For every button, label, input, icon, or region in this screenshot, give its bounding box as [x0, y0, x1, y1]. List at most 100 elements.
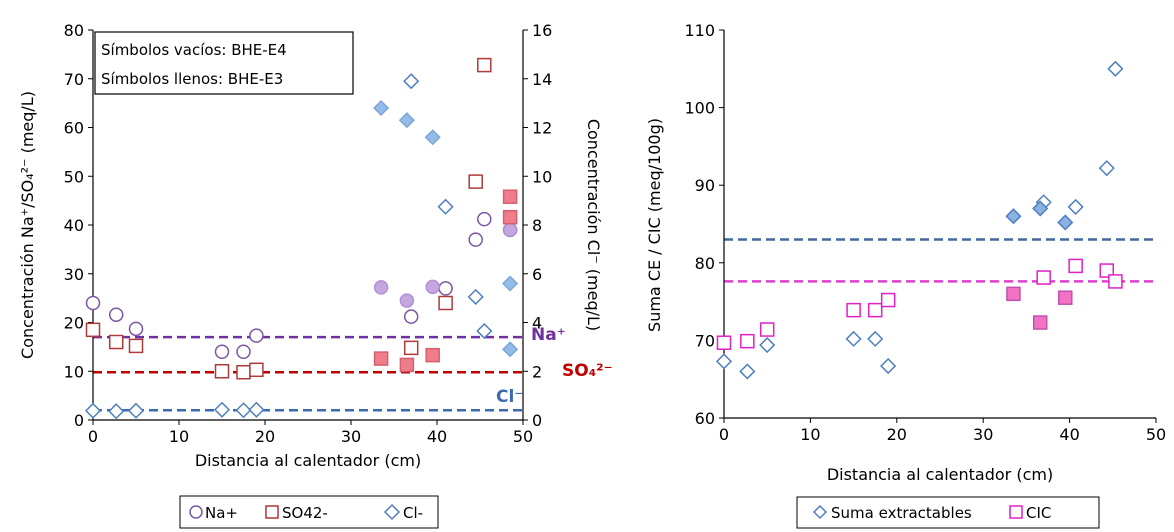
ce-open-point: [1067, 198, 1084, 215]
so4-filled-point: [399, 357, 415, 373]
cl-filled-point: [424, 129, 441, 146]
right-y-tick-label: 70: [695, 331, 715, 350]
left-legend: Na+ SO42- Cl-: [179, 495, 439, 529]
cic-open-point: [846, 302, 861, 318]
right-x-tick-label: 0: [719, 425, 729, 444]
cic-open-point: [740, 333, 755, 349]
left-y-tick-label: 70: [64, 70, 84, 89]
left-y-tick-label: 50: [64, 167, 84, 186]
na-open-point: [438, 281, 453, 296]
na-filled-point: [502, 222, 518, 238]
cl-open-point: [403, 73, 420, 90]
ce-open-point: [880, 357, 897, 375]
cl-open-point: [248, 401, 265, 418]
left-x-tick-label: 10: [169, 427, 189, 446]
right-x-tick-label: 30: [973, 425, 993, 444]
legend-ce-label: Suma extractables: [831, 504, 972, 522]
left-x-tick-label: 20: [255, 427, 275, 446]
legend-ce-marker: [812, 504, 828, 520]
left-y2-tick-label: 10: [532, 167, 552, 186]
so4-open-point: [214, 364, 230, 379]
cic-filled-point: [1032, 315, 1048, 330]
left-x-tick-label: 40: [427, 427, 447, 446]
left-y2-tick-label: 8: [532, 216, 542, 235]
note-line-2: Símbolos llenos: BHE-E3: [101, 70, 283, 88]
cic-open-point: [1068, 258, 1083, 274]
ce-open-point: [867, 330, 884, 347]
ce-open-point: [739, 363, 756, 380]
cic-filled-point: [1058, 290, 1073, 305]
left-ref-lines: [93, 335, 523, 412]
na-open-point: [236, 344, 251, 359]
so4-ref-label: SO₄²⁻: [562, 361, 613, 381]
ce-filled-point: [1057, 214, 1074, 231]
na-filled-point: [399, 293, 415, 308]
right-y-axis-title: Suma CE / CIC (meq/100g): [645, 118, 664, 332]
na-filled-point: [425, 279, 440, 295]
right-y-tick-label: 80: [695, 254, 715, 273]
left-y2-tick-label: 2: [532, 362, 542, 381]
left-y-tick-label: 20: [64, 314, 84, 333]
right-axes: 60 70 80 90 100 110 0 10 20 30 40 50: [684, 21, 1166, 444]
so4-filled-point: [502, 209, 518, 225]
so4-filled-point: [373, 351, 389, 366]
ce-open-point: [1107, 60, 1124, 77]
note-line-1: Símbolos vacíos: BHE-E4: [101, 41, 287, 59]
na-open-point: [468, 232, 483, 247]
ce-filled-point: [1032, 200, 1049, 217]
cic-open-point: [1099, 263, 1115, 278]
right-chart: 60 70 80 90 100 110 0 10 20 30 40 50 Suma CE / CIC …: [645, 21, 1166, 529]
legend-cic-marker: [1009, 505, 1023, 519]
cl-filled-point: [398, 112, 415, 129]
ce-filled-point: [1005, 208, 1022, 225]
left-y2-tick-label: 16: [532, 21, 552, 40]
legend-na-marker: [189, 505, 203, 519]
cl-open-point: [84, 402, 102, 419]
ce-open-point: [1098, 160, 1115, 177]
so4-open-point: [236, 364, 251, 380]
cl-open-point: [476, 322, 493, 340]
cl-filled-point: [502, 341, 519, 358]
cic-open-point: [716, 335, 732, 350]
so4-filled-point: [502, 189, 518, 204]
right-x-tick-label: 40: [1059, 425, 1079, 444]
so4-open-point: [403, 340, 419, 356]
na-open-point: [214, 344, 230, 359]
left-y-tick-label: 60: [64, 119, 84, 138]
right-x-axis-title: Distancia al calentador (cm): [827, 465, 1053, 484]
cic-open-point: [1036, 270, 1051, 285]
legend-cic-label: CIC: [1026, 504, 1051, 522]
legend-so4-marker: [265, 505, 279, 519]
right-y-tick-label: 90: [695, 176, 715, 195]
left-y2-axis-title: Concentración Cl⁻ (meq/L): [584, 119, 603, 331]
left-x-tick-label: 0: [88, 427, 98, 446]
legend-na-label: Na+: [205, 504, 238, 522]
legend-cl-label: Cl-: [403, 504, 423, 522]
cic-filled-point: [1006, 286, 1021, 302]
legend-so4-label: SO42-: [282, 504, 328, 522]
left-x-axis-title: Distancia al calentador (cm): [195, 451, 421, 470]
left-y-tick-label: 10: [64, 362, 84, 381]
left-data-marks: [84, 57, 519, 420]
so4-open-point: [128, 338, 144, 354]
na-ref-label: Na⁺: [531, 325, 566, 345]
na-open-point: [108, 307, 124, 322]
ce-open-point: [845, 330, 862, 347]
right-x-tick-label: 20: [887, 425, 907, 444]
so4-open-point: [85, 322, 101, 338]
left-chart: 0 10 20 30 40 50 60 70 80 0 2 4 6 8 10 12 14 16 0 10 20 30 40 5…: [18, 21, 613, 529]
note-box: [94, 31, 354, 95]
left-y-axis-title: Concentración Na⁺/SO₄²⁻ (meq/L): [18, 91, 37, 359]
cic-open-point: [880, 292, 896, 308]
ce-open-point: [759, 336, 776, 354]
left-x-tick-label: 50: [513, 427, 533, 446]
na-open-point: [85, 295, 101, 311]
left-axes: 0 10 20 30 40 50 60 70 80 0 2 4 6 8 10 12 14 16 0 10 20 30 40 5…: [64, 21, 553, 446]
cl-open-point: [127, 402, 145, 419]
right-ref-lines: [724, 238, 1156, 283]
cic-open-point: [759, 322, 775, 337]
cl-open-point: [213, 401, 231, 418]
left-y-tick-label: 0: [74, 411, 84, 430]
left-y-tick-label: 30: [64, 265, 84, 284]
